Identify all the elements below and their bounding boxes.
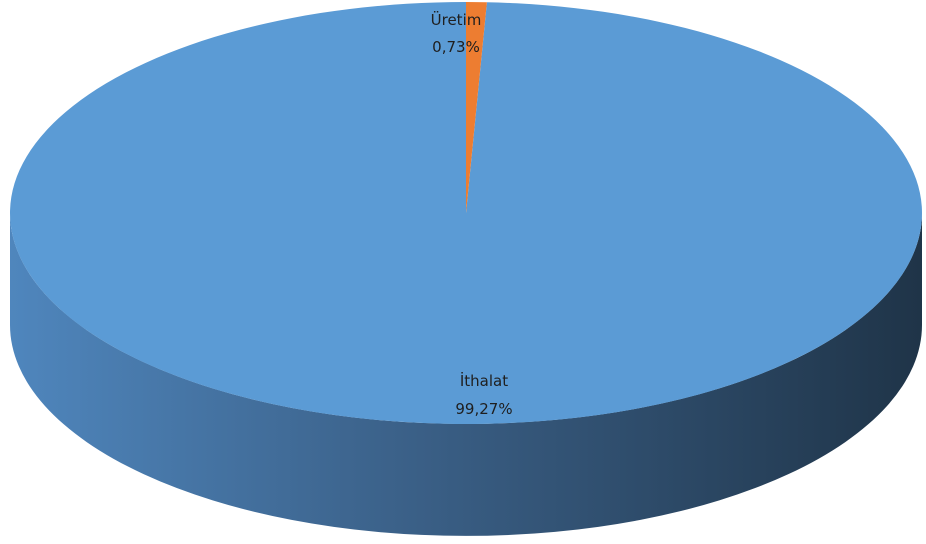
- label-uretim-category: Üretim: [431, 10, 482, 29]
- label-ithalat-category: İthalat: [460, 371, 508, 390]
- label-uretim-value: 0,73%: [432, 38, 480, 56]
- pie-slices: [10, 2, 922, 424]
- slice-ithalat: [10, 2, 922, 424]
- label-ithalat-value: 99,27%: [455, 400, 512, 418]
